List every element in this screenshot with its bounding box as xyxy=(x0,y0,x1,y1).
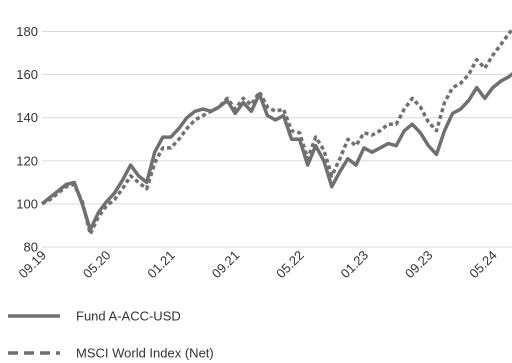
y-tick-label: 120 xyxy=(16,153,38,168)
x-tick-label: 05.22 xyxy=(273,248,307,282)
y-tick-label: 80 xyxy=(24,240,38,255)
y-tick-label: 100 xyxy=(16,196,38,211)
x-tick-label: 09.19 xyxy=(16,248,50,282)
y-tick-label: 180 xyxy=(16,24,38,39)
x-tick-label: 09.21 xyxy=(209,248,243,282)
legend-label-fund: Fund A-ACC-USD xyxy=(76,309,181,324)
x-tick-label: 05.20 xyxy=(80,248,114,282)
y-axis: 80 100 120 140 160 180 xyxy=(16,24,38,254)
y-tick-label: 160 xyxy=(16,67,38,82)
y-tick-label: 140 xyxy=(16,110,38,125)
series-line-index xyxy=(41,26,512,236)
x-tick-label: 09.23 xyxy=(402,248,436,282)
series-line-fund xyxy=(40,72,512,232)
grid-lines xyxy=(42,31,512,248)
x-tick-label: 05.24 xyxy=(466,248,500,282)
series-layer xyxy=(40,26,512,236)
x-tick-label: 01.21 xyxy=(144,248,178,282)
x-tick-label: 01.23 xyxy=(338,248,372,282)
x-axis: 09.19 05.20 01.21 09.21 05.22 01.23 09.23 05.24 xyxy=(16,248,500,282)
legend-label-index: MSCI World Index (Net) xyxy=(76,346,214,361)
legend: Fund A-ACC-USD MSCI World Index (Net) xyxy=(8,309,214,361)
